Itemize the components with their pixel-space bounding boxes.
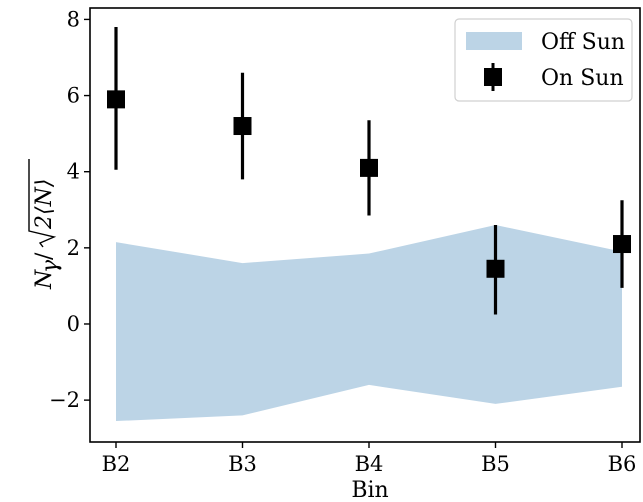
on-sun-point-b3 <box>233 117 252 136</box>
off-sun-band <box>116 225 622 422</box>
legend: Off Sun On Sun <box>454 18 633 102</box>
x-tick-label: B2 <box>102 452 131 476</box>
x-tick-label: B5 <box>481 452 510 476</box>
y-tick-label: 2 <box>67 236 80 260</box>
y-axis-ticks: −2 0 2 4 6 8 <box>49 7 90 412</box>
y-label-radical-sign <box>28 159 57 248</box>
y-tick-label: 6 <box>67 84 80 108</box>
y-tick-label: 0 <box>67 312 80 336</box>
legend-label-on-sun: On Sun <box>541 66 624 91</box>
y-label-slash: / <box>32 252 57 260</box>
x-tick-label: B4 <box>355 452 384 476</box>
y-axis-label: N γ / 2⟨N⟩ <box>28 159 63 290</box>
on-sun-marker-layer <box>107 27 631 315</box>
y-tick-label: 8 <box>67 7 80 31</box>
on-sun-point-b5 <box>486 259 505 278</box>
plot-frame <box>89 7 641 443</box>
x-axis-label: Bin <box>351 478 388 502</box>
x-tick-label: B6 <box>608 452 637 476</box>
x-tick-label: B3 <box>228 452 257 476</box>
legend-marker-on-sun <box>484 68 502 86</box>
on-sun-point-b2 <box>107 90 125 109</box>
on-sun-point-b4 <box>360 158 378 177</box>
legend-swatch-off-sun <box>466 32 522 50</box>
off-sun-band-layer <box>116 225 622 422</box>
x-axis-ticks: B2 B3 B4 B5 B6 <box>102 442 637 476</box>
y-label-radicand: 2⟨N⟩ <box>32 179 57 230</box>
y-label-numerator: N <box>32 269 57 290</box>
legend-label-off-sun: Off Sun <box>541 30 625 55</box>
y-tick-label: 4 <box>67 160 80 184</box>
on-sun-point-b6 <box>613 235 631 254</box>
y-label-subscript: γ <box>38 259 63 273</box>
y-tick-label: −2 <box>49 388 80 412</box>
